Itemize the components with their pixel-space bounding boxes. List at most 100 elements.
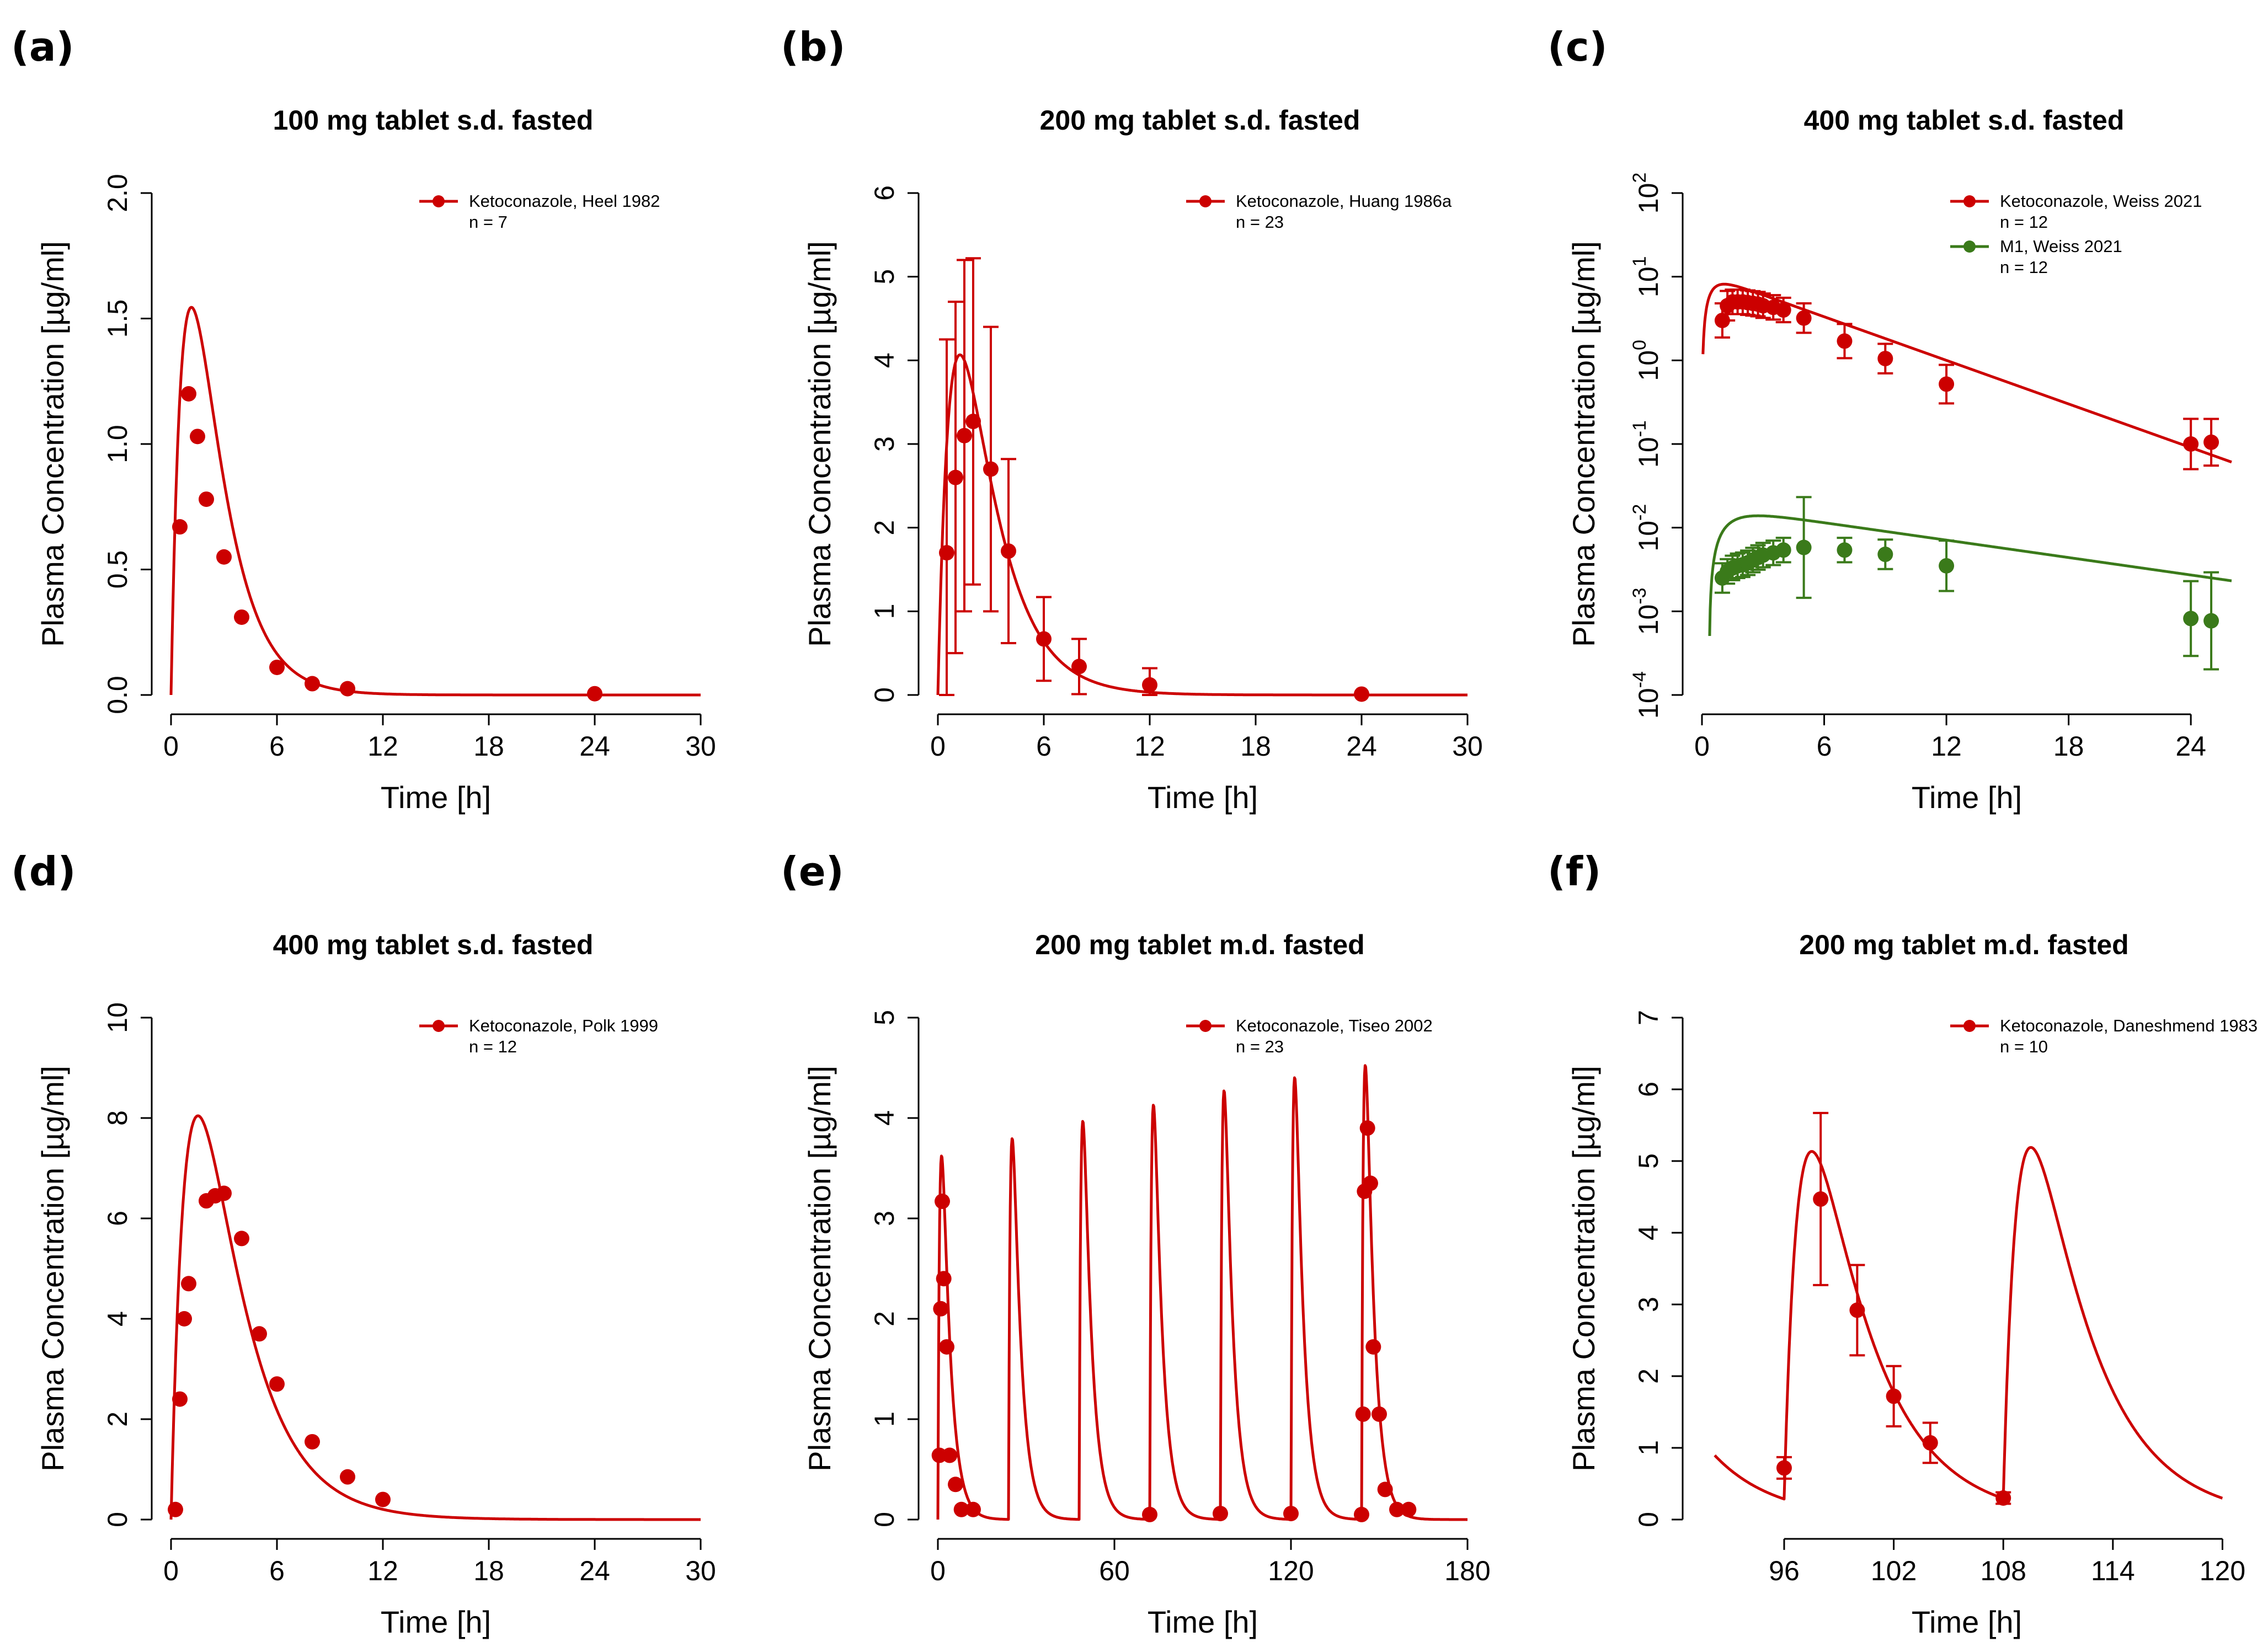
data-point — [965, 1501, 981, 1517]
data-point — [939, 1339, 954, 1355]
legend-marker — [1963, 240, 1976, 253]
panel-c: (c) 400 mg tablet s.d. fasted 0 6 12 18 24 10-4… — [1547, 24, 2233, 815]
series-0 — [169, 306, 702, 702]
legend-n: n = 7 — [469, 212, 508, 232]
legend-n: n = 10 — [2000, 1037, 2048, 1056]
data-point — [216, 1185, 232, 1201]
legend-n: n = 23 — [1236, 1037, 1284, 1056]
data-point — [2183, 611, 2199, 627]
y-axis-label: Plasma Concentration [µg/ml] — [35, 241, 70, 647]
data-point — [269, 1376, 285, 1392]
legend-label: M1, Weiss 2021 — [2000, 237, 2122, 256]
y-tick-label: 5 — [869, 1010, 900, 1025]
y-tick-label: 1 — [869, 1411, 900, 1427]
data-point — [1813, 1191, 1829, 1207]
panel-label: (e) — [781, 848, 844, 895]
panel-label: (c) — [1547, 24, 1608, 70]
data-point — [935, 1194, 950, 1210]
y-tick-label: 3 — [869, 1211, 900, 1226]
data-point — [340, 681, 355, 697]
x-tick-label: 6 — [1817, 731, 1832, 762]
model-curve — [169, 306, 702, 697]
panel-e: (e) 200 mg tablet m.d. fasted 0 60 120 180 0 1 2… — [781, 848, 1491, 1639]
data-point — [983, 461, 999, 477]
data-point — [234, 1231, 249, 1247]
data-point — [953, 1501, 969, 1517]
data-point — [948, 469, 963, 485]
data-point — [933, 1301, 949, 1317]
x-tick-label: 120 — [1268, 1555, 1314, 1586]
x-tick-label: 108 — [1980, 1555, 2026, 1586]
model-curve — [1714, 1146, 2223, 1501]
x-tick-label: 30 — [1452, 731, 1483, 762]
y-tick-label: 4 — [869, 1110, 900, 1126]
y-tick-label: 5 — [869, 269, 900, 285]
data-point — [1372, 1406, 1387, 1422]
data-point — [1389, 1501, 1405, 1517]
panel-label: (a) — [11, 24, 74, 70]
x-tick-label: 12 — [1931, 731, 1962, 762]
y-tick-label: 2 — [869, 520, 900, 536]
data-point — [234, 609, 249, 625]
panel-a: (a) 100 mg tablet s.d. fasted 0 6 12 18 24 30 0.… — [11, 24, 716, 815]
x-tick-label: 114 — [2091, 1555, 2135, 1586]
data-point — [2183, 436, 2199, 452]
panel-title: 400 mg tablet s.d. fasted — [1804, 105, 2125, 136]
panel-title: 200 mg tablet m.d. fasted — [1799, 929, 2128, 960]
y-tick-label: 0.0 — [102, 676, 133, 714]
x-axis-label: Time [h] — [381, 1604, 491, 1639]
panel-title: 100 mg tablet s.d. fasted — [273, 105, 594, 136]
data-point — [1071, 659, 1087, 675]
data-point — [948, 1477, 963, 1493]
y-axis-label: Plasma Concentration [µg/ml] — [802, 241, 837, 647]
y-tick-label: 2 — [102, 1411, 133, 1427]
y-tick-label: 3 — [869, 436, 900, 452]
y-tick-label: 4 — [869, 352, 900, 368]
data-point — [1142, 1506, 1157, 1522]
legend-n: n = 12 — [2000, 258, 2048, 277]
panel-label: (f) — [1547, 848, 1601, 895]
series-0 — [1701, 282, 2233, 470]
data-point — [1837, 333, 1853, 349]
y-tick-label: 100 — [1629, 340, 1664, 381]
legend-marker — [1963, 1020, 1976, 1032]
y-tick-label: 2 — [1633, 1368, 1664, 1384]
data-point — [2203, 434, 2219, 450]
x-tick-label: 180 — [1444, 1555, 1490, 1586]
y-tick-label: 10-3 — [1629, 587, 1664, 635]
y-tick-label: 0 — [869, 687, 900, 703]
series-0 — [936, 257, 1469, 702]
model-curve — [1701, 282, 2233, 464]
series-0 — [931, 1064, 1469, 1522]
x-tick-label: 30 — [685, 1555, 716, 1586]
legend-label: Ketoconazole, Heel 1982 — [469, 191, 660, 211]
legend-label: Ketoconazole, Daneshmend 1983 — [2000, 1016, 2258, 1035]
y-axis-label: Plasma Concentration [µg/ml] — [1566, 1066, 1601, 1472]
y-tick-label: 8 — [102, 1110, 133, 1126]
data-point — [1837, 542, 1853, 558]
data-point — [1995, 1490, 2011, 1506]
legend-n: n = 23 — [1236, 212, 1284, 232]
data-point — [1939, 558, 1955, 574]
data-point — [957, 427, 972, 443]
axes — [141, 1017, 702, 1550]
y-tick-label: 10-2 — [1629, 504, 1664, 552]
y-tick-label: 1 — [869, 603, 900, 619]
data-point — [1036, 631, 1052, 647]
y-axis-label: Plasma Concentration [µg/ml] — [802, 1066, 837, 1472]
data-point — [199, 491, 214, 507]
series-1 — [1708, 496, 2233, 671]
x-tick-label: 12 — [367, 731, 398, 762]
y-tick-label: 4 — [102, 1311, 133, 1327]
data-point — [1001, 543, 1016, 559]
data-point — [1776, 1460, 1792, 1476]
y-tick-label: 1.5 — [102, 299, 133, 338]
series-0 — [168, 1114, 702, 1521]
y-tick-label: 10-1 — [1629, 420, 1664, 468]
data-point — [936, 1271, 952, 1287]
